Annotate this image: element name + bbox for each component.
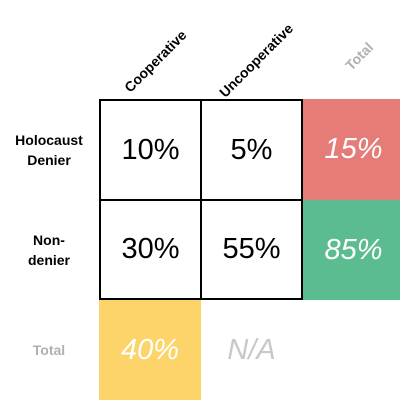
cell-nondenier-total: 85% (303, 200, 400, 300)
column-header-total: Total (342, 39, 377, 74)
cell-denier-uncooperative: 5% (200, 99, 303, 201)
column-header-uncooperative: Uncooperative (216, 20, 297, 101)
cell-total-uncooperative: N/A (227, 333, 276, 366)
row-header-total: Total (32, 342, 66, 358)
row-header-holocaust-denier-line1: Holocaust (15, 132, 83, 148)
row-header-holocaust-denier-line2: Denier (27, 152, 71, 168)
cell-total-cooperative: 40% (99, 300, 201, 400)
cell-nondenier-cooperative: 30% (99, 199, 202, 300)
row-header-holocaust-denier: Holocaust Denier (0, 130, 98, 170)
row-header-non-denier: Non- denier (0, 230, 98, 270)
cell-denier-total: 15% (303, 99, 400, 200)
row-header-non-denier-line2: denier (27, 252, 70, 268)
column-header-cooperative: Cooperative (121, 26, 190, 96)
row-header-non-denier-line1: Non- (33, 232, 65, 248)
cell-denier-cooperative: 10% (99, 99, 202, 201)
cell-nondenier-uncooperative: 55% (200, 199, 303, 300)
